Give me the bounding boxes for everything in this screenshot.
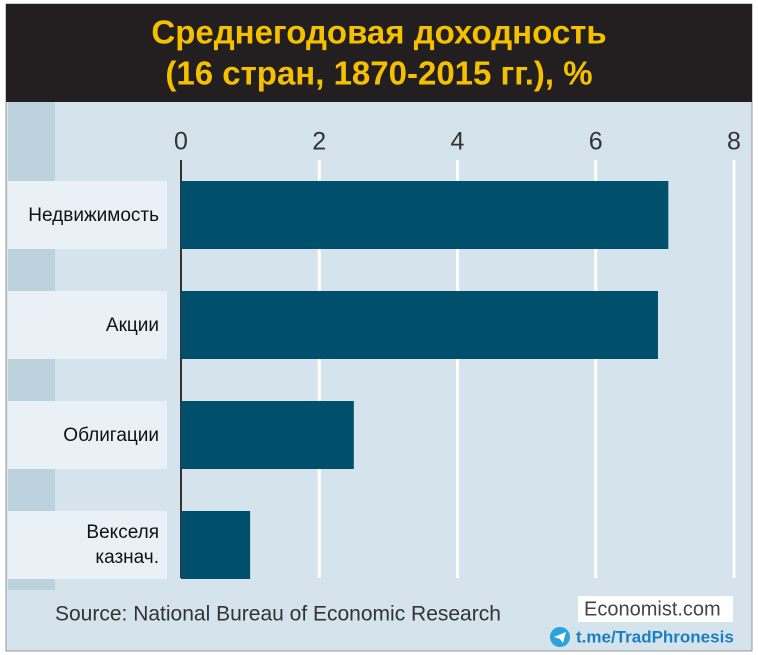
x-tick-label: 0 xyxy=(174,128,188,156)
chart-subtitle: (16 стран, 1870-2015 гг.), % xyxy=(165,55,592,92)
bar xyxy=(181,401,354,469)
x-tick-label: 8 xyxy=(727,128,741,156)
telegram-plane xyxy=(554,632,566,643)
y-tick-label: Акции xyxy=(105,314,159,336)
category-box: Недвижимость xyxy=(8,181,167,249)
source: Source: National Bureau of Economic Rese… xyxy=(55,603,501,626)
x-tick-label: 4 xyxy=(451,128,465,156)
chart-title: Среднегодовая доходность xyxy=(151,14,606,51)
category-box: Облигации xyxy=(8,401,167,469)
y-tick-label: Облигации xyxy=(63,424,159,446)
y-tick-label: Векселя казнач. xyxy=(86,522,159,568)
bar xyxy=(181,181,669,249)
watermark: t.me/TradPhronesis xyxy=(576,627,734,646)
category-box: Акции xyxy=(8,291,167,359)
header xyxy=(6,4,752,102)
brand-box xyxy=(578,596,733,622)
x-tick-label: 6 xyxy=(589,128,603,156)
bar xyxy=(181,291,658,359)
y-tick-label: Недвижимость xyxy=(28,204,159,226)
brand: Economist.com xyxy=(584,598,721,620)
x-tick-label: 2 xyxy=(312,128,326,156)
bar xyxy=(181,511,251,579)
category-box: Векселя казнач. xyxy=(8,511,167,579)
